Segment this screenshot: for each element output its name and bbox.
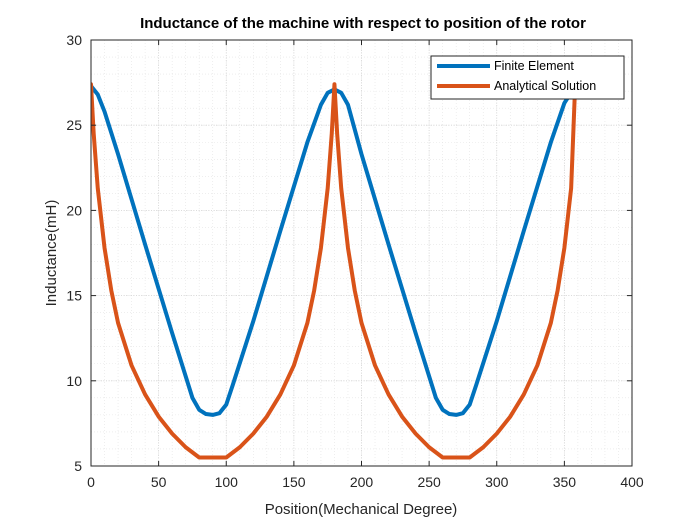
series-line-analytical-solution	[91, 82, 578, 460]
y-tick-label: 5	[74, 458, 82, 474]
chart-title: Inductance of the machine with respect t…	[140, 15, 586, 32]
y-tick-label: 20	[66, 202, 82, 218]
legend-label-finite-element: Finite Element	[494, 59, 574, 73]
legend: Finite Element Analytical Solution	[430, 55, 625, 100]
x-tick-label: 100	[215, 474, 239, 490]
tick-labels: 0 50 100 150 200 250 300 350 400 5 10 15 20 25 30	[66, 32, 643, 490]
x-tick-label: 250	[417, 474, 441, 490]
y-tick-label: 10	[66, 373, 82, 389]
x-tick-label: 350	[553, 474, 577, 490]
series-line-finite-element	[91, 84, 578, 417]
y-tick-label: 15	[66, 288, 82, 304]
x-tick-label: 400	[620, 474, 644, 490]
y-tick-label: 25	[66, 117, 82, 133]
legend-label-analytical-solution: Analytical Solution	[494, 79, 596, 93]
x-axis-label: Position(Mechanical Degree)	[265, 501, 458, 518]
legend-box	[430, 55, 625, 100]
y-axis-label: Inductance(mH)	[43, 200, 60, 307]
x-tick-label: 300	[485, 474, 509, 490]
x-tick-label: 150	[282, 474, 306, 490]
x-tick-label: 200	[350, 474, 374, 490]
tick-marks	[90, 39, 633, 467]
series-layer	[91, 82, 578, 460]
y-tick-label: 30	[66, 32, 82, 48]
x-tick-label: 50	[151, 474, 167, 490]
x-tick-label: 0	[87, 474, 95, 490]
